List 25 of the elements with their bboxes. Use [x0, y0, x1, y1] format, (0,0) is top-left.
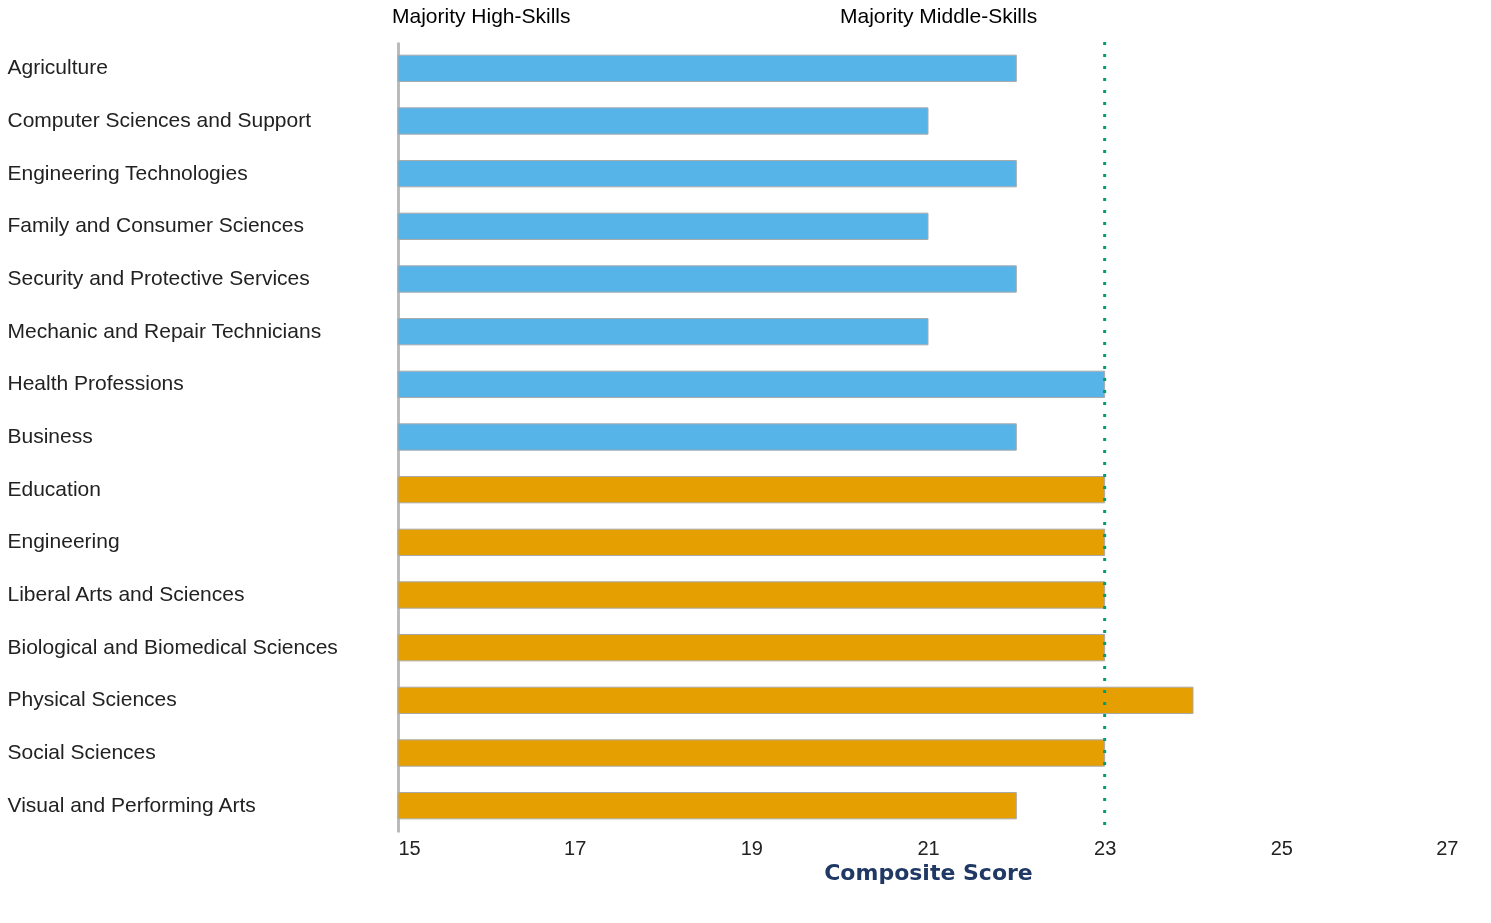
text: Majority High-Skills — [392, 4, 571, 28]
y-tick-label: Computer Sciences and Support — [7, 108, 312, 131]
y-tick-label: Engineering — [7, 529, 120, 553]
y-tick-label: Business — [7, 424, 93, 447]
x-tick-label: 15 — [398, 836, 421, 859]
x-tick-label: 23 — [1094, 836, 1117, 859]
y-tick-label: Family and Consumer Sciences — [7, 213, 304, 237]
x-tick-label: 25 — [1270, 836, 1293, 859]
y-tick-label: Physical Sciences — [7, 687, 177, 711]
y-tick-label: Security and Protective Services — [7, 266, 310, 289]
y-tick-label: Visual and Performing Arts — [7, 792, 256, 816]
y-tick-label: Engineering Technologies — [7, 160, 248, 184]
y-tick-label: Social Sciences — [7, 740, 156, 763]
y-tick-label: Mechanic and Repair Technicians — [7, 318, 322, 342]
x-axis-title: Composite Score — [824, 859, 1033, 885]
y-tick-label: Health Professions — [7, 371, 184, 395]
x-tick-label: 17 — [564, 836, 587, 859]
y-tick-label: Liberal Arts and Sciences — [7, 582, 245, 605]
y-tick-label: Agriculture — [7, 55, 108, 79]
x-tick-label: 21 — [917, 836, 940, 859]
text: Majority Middle-Skills — [840, 4, 1038, 28]
y-tick-label: Education — [7, 476, 101, 500]
y-tick-label: Biological and Biomedical Sciences — [7, 634, 338, 658]
x-tick-label: 27 — [1436, 836, 1459, 859]
x-tick-label: 19 — [740, 836, 763, 859]
